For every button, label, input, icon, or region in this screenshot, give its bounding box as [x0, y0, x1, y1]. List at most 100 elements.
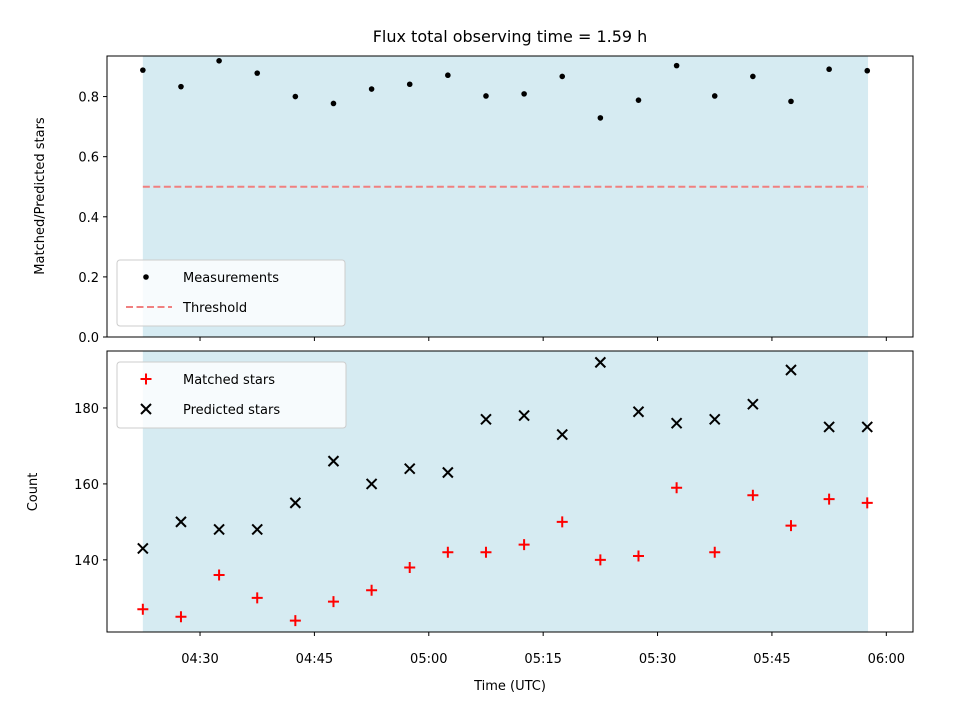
data-point-shape [404, 463, 416, 475]
y-tick-label: 0.8 [78, 91, 99, 106]
data-point-shape [445, 72, 451, 79]
data-point [289, 615, 301, 627]
bottom-panel: 140 160 180 04:30 04:45 05:00 05:15 05:30 05:45 0… [74, 350, 914, 667]
top-y-axis-label: Matched/Predicted stars [33, 117, 48, 275]
data-point-shape [137, 542, 149, 555]
data-point-shape [442, 546, 454, 558]
data-point-shape [788, 98, 794, 105]
data-point [747, 398, 759, 410]
data-point [213, 523, 225, 536]
data-point [521, 91, 527, 97]
data-point [292, 93, 299, 100]
data-point-shape [368, 86, 375, 92]
y-tick-label: 0.6 [78, 151, 99, 166]
data-point [137, 603, 149, 615]
data-point [632, 550, 644, 562]
data-point [327, 455, 340, 467]
data-point [330, 100, 337, 107]
x-tick-label: 04:45 [296, 652, 333, 667]
data-point-shape [861, 421, 873, 433]
data-point-shape [213, 569, 225, 581]
data-point [480, 413, 492, 426]
legend-label: Matched stars [183, 373, 275, 388]
data-point-shape [327, 455, 340, 467]
data-point-shape [480, 413, 492, 426]
data-point [251, 523, 263, 536]
data-point [709, 413, 721, 426]
x-tick-label: 04:30 [181, 652, 218, 667]
data-point-shape [632, 550, 644, 562]
data-point-shape [559, 73, 566, 80]
data-point [709, 546, 721, 558]
data-point-shape [750, 73, 756, 80]
legend-label: Predicted stars [183, 403, 280, 418]
data-point [137, 542, 149, 555]
data-point [597, 115, 604, 121]
legend-marker [140, 373, 152, 385]
data-point-shape [747, 489, 759, 501]
data-point-shape [404, 561, 416, 573]
y-tick-label: 140 [74, 554, 99, 569]
data-point-shape [632, 406, 645, 418]
data-point [254, 70, 261, 76]
data-point [673, 62, 680, 69]
data-point [175, 611, 187, 623]
data-point-shape [521, 91, 527, 97]
y-tick-label: 0.0 [78, 331, 99, 346]
x-tick-label: 06:00 [868, 652, 905, 667]
data-point [366, 584, 378, 596]
data-point-shape [518, 539, 530, 551]
legend-marker-shape [143, 274, 149, 280]
data-point [442, 466, 454, 479]
data-point [178, 83, 184, 90]
data-point-shape [483, 93, 489, 99]
data-point-shape [635, 97, 642, 103]
data-point-shape [330, 100, 337, 107]
data-point-shape [406, 81, 413, 88]
data-point-shape [140, 67, 146, 73]
legend-box [116, 259, 346, 327]
data-point [594, 356, 607, 369]
data-point [175, 516, 187, 528]
data-point-shape [861, 497, 873, 509]
top-legend: Measurements Threshold [116, 259, 346, 327]
data-point-shape [594, 356, 607, 369]
data-point-shape [709, 413, 721, 426]
data-point-shape [670, 417, 683, 429]
data-point [406, 81, 413, 88]
x-tick-label: 05:30 [639, 652, 676, 667]
data-point-shape [175, 611, 187, 623]
data-point [711, 93, 718, 99]
legend-label: Threshold [182, 301, 247, 316]
legend-label: Measurements [183, 271, 279, 286]
data-point [445, 72, 451, 79]
data-point [747, 489, 759, 501]
data-point-shape [823, 493, 835, 505]
data-point [670, 417, 683, 429]
legend-marker-shape [140, 403, 152, 415]
top-series-dot [140, 58, 871, 121]
data-point [556, 516, 568, 528]
data-point-shape [442, 466, 454, 479]
data-point-shape [213, 523, 225, 536]
data-point-shape [556, 516, 568, 528]
data-point-shape [864, 67, 871, 74]
y-tick-label: 0.2 [78, 271, 99, 286]
data-point [671, 482, 683, 494]
data-point [559, 73, 566, 80]
y-tick-label: 0.4 [78, 211, 99, 226]
data-point-shape [518, 409, 530, 422]
data-point-shape [178, 83, 184, 90]
bottom-y-axis-label: Count [26, 473, 41, 512]
data-point [140, 67, 146, 73]
chart-title: Flux total observing time = 1.59 h [373, 27, 648, 46]
data-point-shape [597, 115, 604, 121]
data-point [788, 98, 794, 105]
data-point-shape [556, 428, 568, 441]
data-point [365, 478, 378, 490]
data-point [594, 554, 606, 566]
data-point [368, 86, 375, 92]
data-point-shape [480, 546, 492, 558]
data-point [483, 93, 489, 99]
data-point [327, 596, 339, 608]
